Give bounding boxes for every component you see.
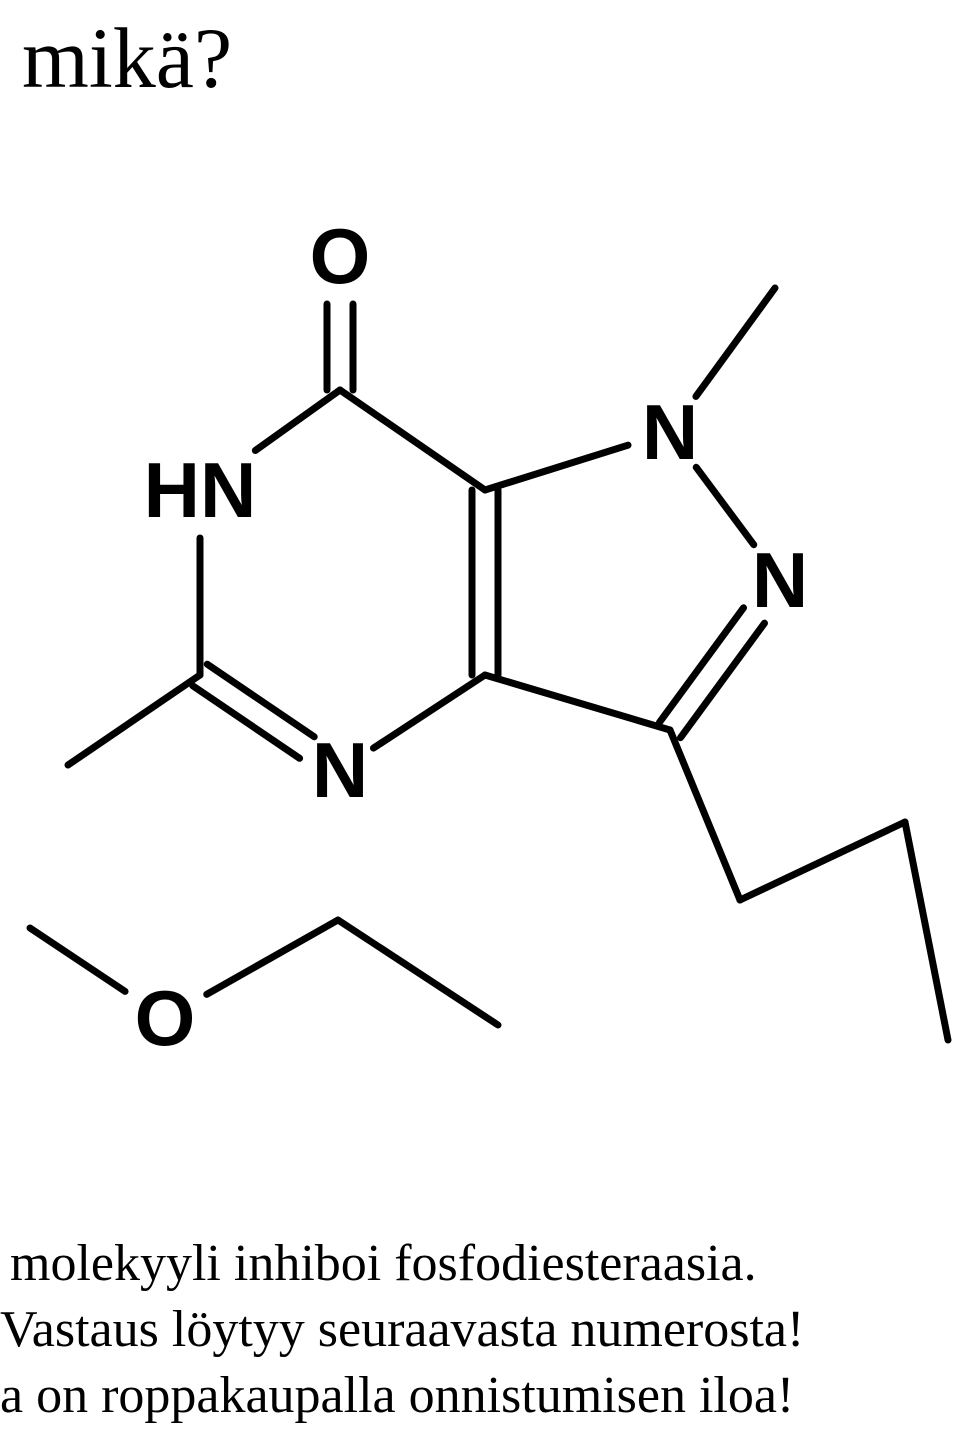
atom-label: N bbox=[752, 541, 808, 619]
molecule-diagram: OHNNNNO bbox=[0, 180, 960, 1180]
page: mikä? OHNNNNO molekyyli inhiboi fosfodie… bbox=[0, 0, 960, 1435]
caption-line-2: Vastaus löytyy seuraavasta numerosta! bbox=[0, 1300, 960, 1359]
atom-label: N bbox=[642, 393, 698, 471]
caption-line-1: molekyyli inhiboi fosfodiesteraasia. bbox=[10, 1234, 960, 1293]
page-title: mikä? bbox=[22, 8, 232, 108]
atom-label: N bbox=[312, 731, 368, 809]
atom-label: HN bbox=[144, 451, 257, 529]
caption-line-3: a on roppakaupalla onnistumisen iloa! bbox=[0, 1366, 960, 1425]
atom-label: O bbox=[135, 979, 196, 1057]
atom-label: O bbox=[310, 217, 371, 295]
